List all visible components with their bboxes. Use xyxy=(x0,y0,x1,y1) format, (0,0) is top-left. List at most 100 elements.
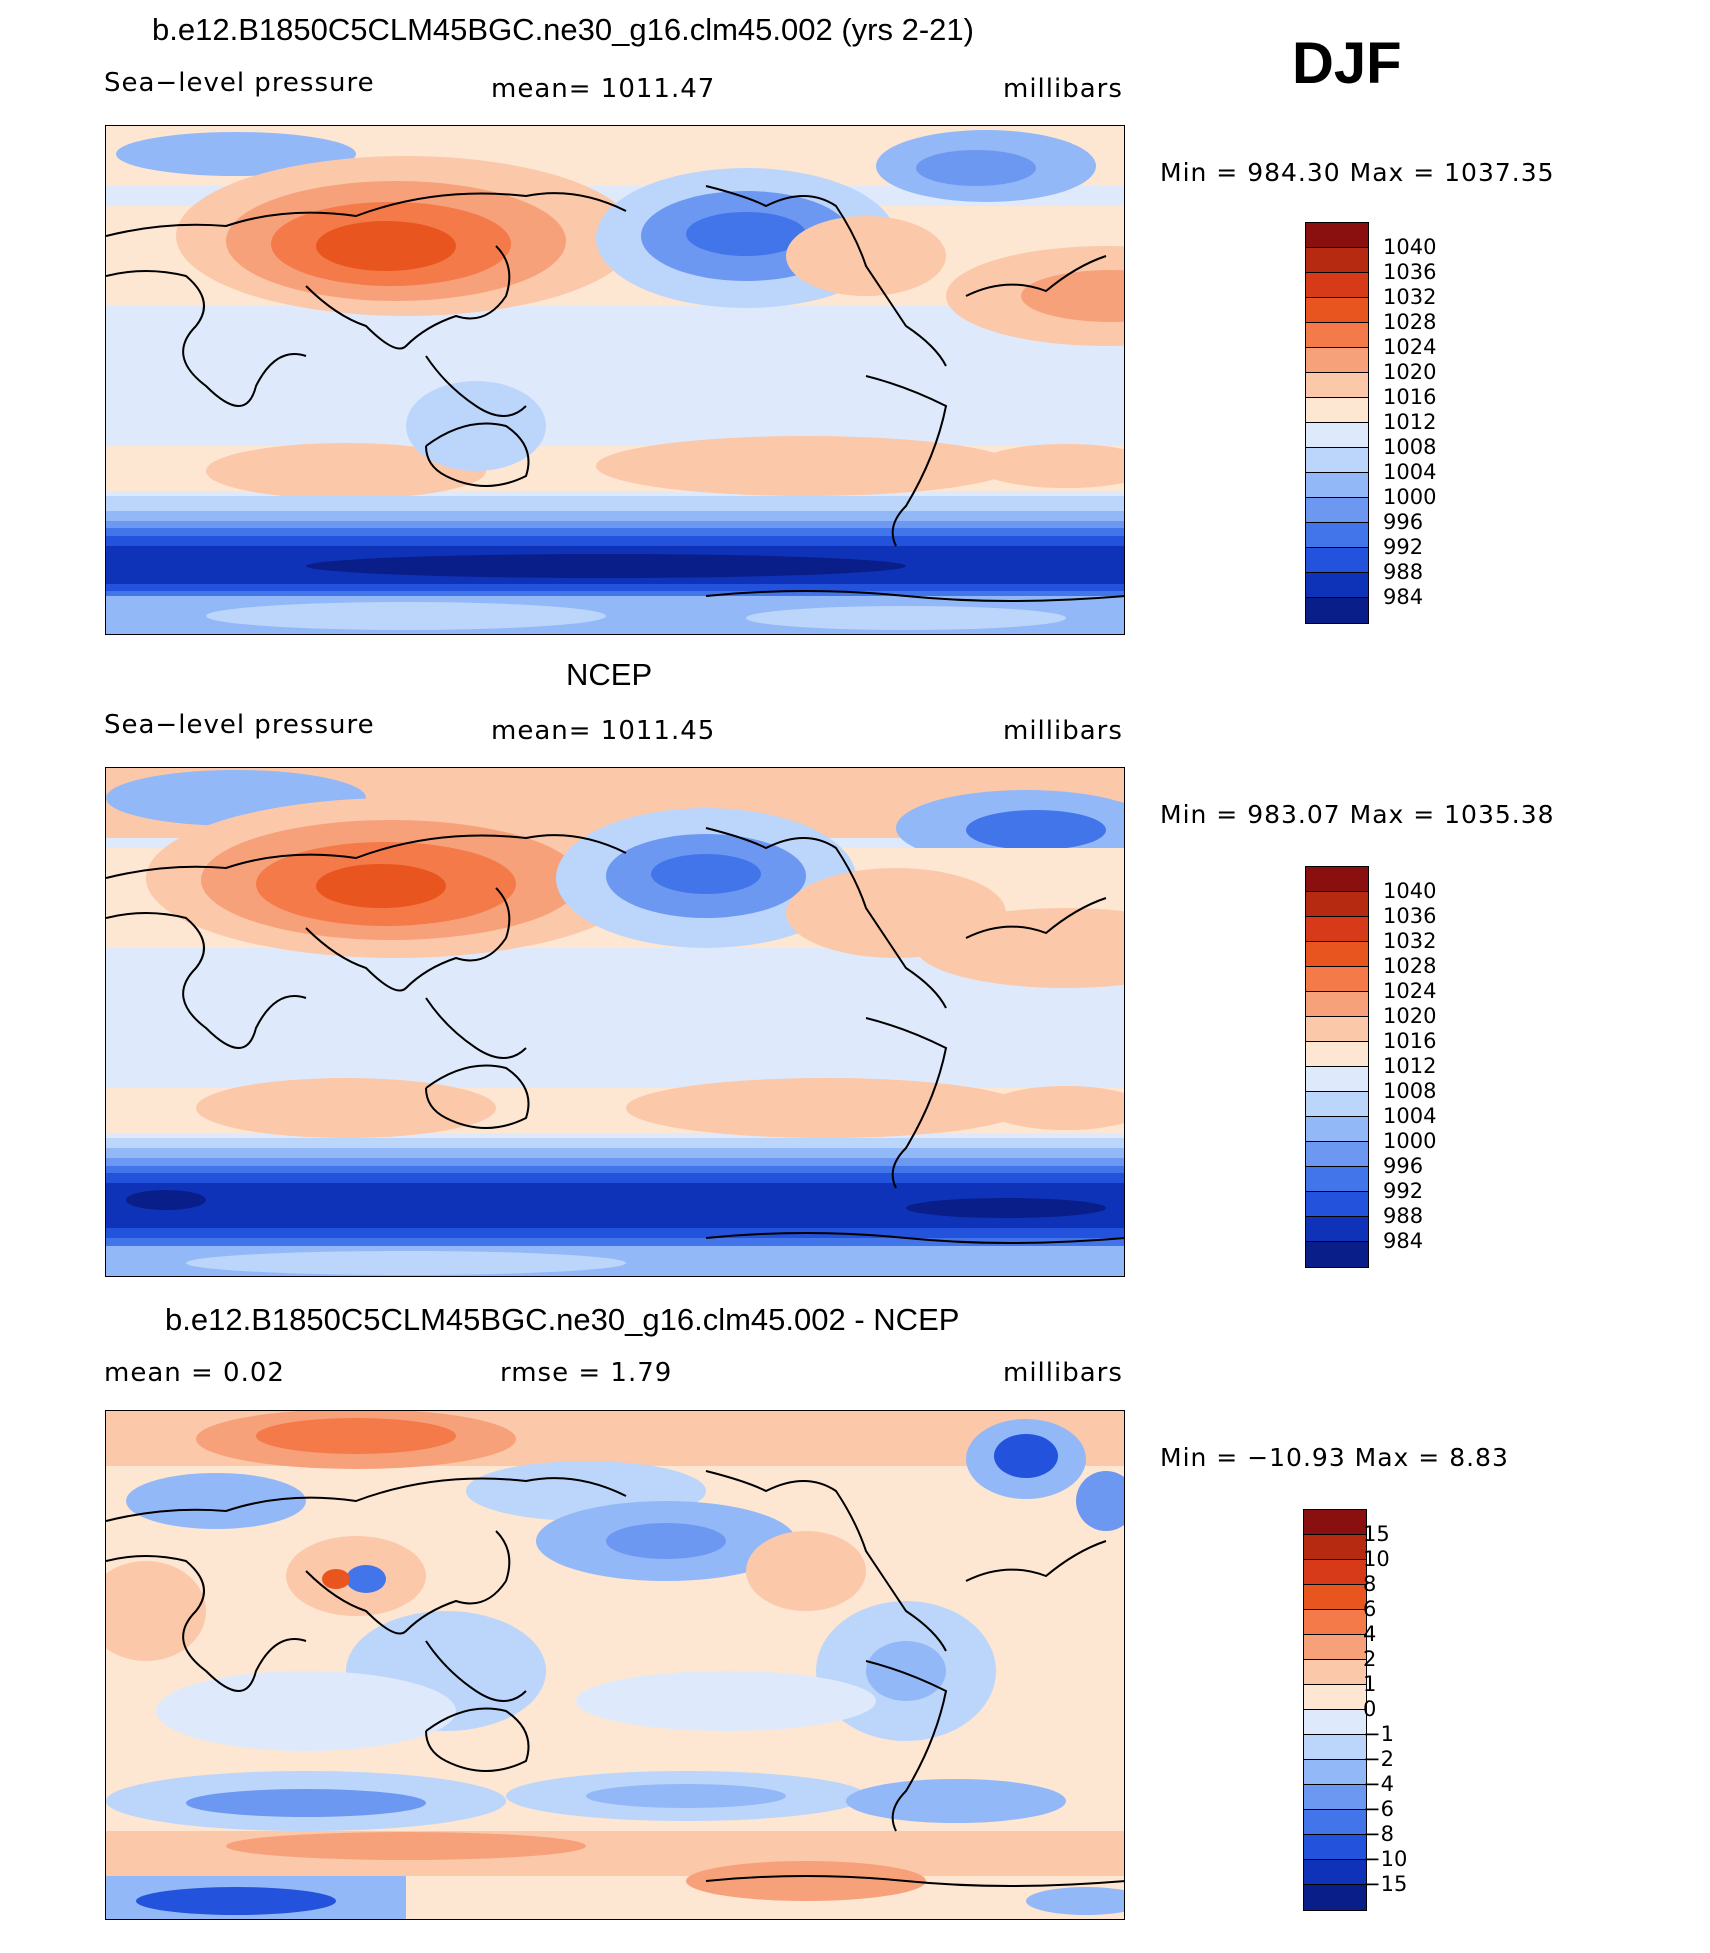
colorbar-box xyxy=(1304,1585,1366,1610)
colorbar-box xyxy=(1304,1710,1366,1735)
colorbar-box xyxy=(1306,1142,1368,1167)
colorbar-box xyxy=(1306,892,1368,917)
panel3-colorbar xyxy=(1303,1509,1367,1911)
colorbar-label: 988 xyxy=(1383,560,1424,584)
colorbar-box xyxy=(1306,548,1368,573)
colorbar-box xyxy=(1304,1835,1366,1860)
panel1-units-label: millibars xyxy=(1003,74,1123,104)
panel3-min-max: Min = −10.93 Max = 8.83 xyxy=(1160,1443,1509,1472)
colorbar-box xyxy=(1306,1067,1368,1092)
colorbar-box xyxy=(1306,273,1368,298)
panel2-colorbar xyxy=(1305,866,1369,1268)
colorbar-label: 1016 xyxy=(1383,1029,1437,1053)
season-label: DJF xyxy=(1292,31,1402,96)
colorbar-label: 1040 xyxy=(1383,879,1437,903)
colorbar-box xyxy=(1306,1117,1368,1142)
panel2-title: NCEP xyxy=(566,657,653,692)
colorbar-label: 1008 xyxy=(1383,435,1437,459)
colorbar-label: 992 xyxy=(1383,535,1424,559)
panel2-units-label: millibars xyxy=(1003,716,1123,746)
colorbar-box xyxy=(1306,1042,1368,1067)
colorbar-box xyxy=(1306,398,1368,423)
panel3-map xyxy=(105,1410,1125,1920)
colorbar-box xyxy=(1306,1217,1368,1242)
panel1-mean-label: mean= 1011.47 xyxy=(491,74,716,104)
panel2-map xyxy=(105,767,1125,1277)
colorbar-box xyxy=(1304,1810,1366,1835)
colorbar-box xyxy=(1306,373,1368,398)
colorbar-box xyxy=(1306,523,1368,548)
colorbar-box xyxy=(1306,1017,1368,1042)
colorbar-box xyxy=(1306,473,1368,498)
colorbar-label: 1028 xyxy=(1383,310,1437,334)
colorbar-box xyxy=(1306,942,1368,967)
colorbar-box xyxy=(1306,967,1368,992)
colorbar-box xyxy=(1306,573,1368,598)
colorbar-label: 1016 xyxy=(1383,385,1437,409)
colorbar-box xyxy=(1304,1510,1366,1535)
colorbar-label: 988 xyxy=(1383,1204,1424,1228)
colorbar-box xyxy=(1306,917,1368,942)
colorbar-box xyxy=(1306,1242,1368,1267)
colorbar-label: −8 xyxy=(1363,1822,1394,1846)
colorbar-box xyxy=(1304,1560,1366,1585)
colorbar-box xyxy=(1304,1610,1366,1635)
colorbar-label: 1032 xyxy=(1383,285,1437,309)
colorbar-label: 2 xyxy=(1363,1647,1377,1671)
colorbar-label: 1000 xyxy=(1383,1129,1437,1153)
panel2-mean-label: mean= 1011.45 xyxy=(491,716,716,746)
colorbar-label: 1024 xyxy=(1383,979,1437,1003)
panel2-variable-label: Sea−level pressure xyxy=(104,710,375,740)
colorbar-label: 1 xyxy=(1363,1672,1377,1696)
colorbar-label: 1000 xyxy=(1383,485,1437,509)
panel3-rmse-label: rmse = 1.79 xyxy=(500,1358,673,1388)
colorbar-box xyxy=(1306,1092,1368,1117)
colorbar-box xyxy=(1306,298,1368,323)
colorbar-label: −15 xyxy=(1363,1872,1408,1896)
colorbar-box xyxy=(1304,1735,1366,1760)
colorbar-box xyxy=(1304,1785,1366,1810)
colorbar-label: 1020 xyxy=(1383,1004,1437,1028)
panel3-units-label: millibars xyxy=(1003,1358,1123,1388)
colorbar-box xyxy=(1306,223,1368,248)
panel1-min-max: Min = 984.30 Max = 1037.35 xyxy=(1160,158,1555,187)
colorbar-label: 1036 xyxy=(1383,260,1437,284)
panel1-map xyxy=(105,125,1125,635)
colorbar-label: 1008 xyxy=(1383,1079,1437,1103)
colorbar-label: −4 xyxy=(1363,1772,1394,1796)
colorbar-label: 1024 xyxy=(1383,335,1437,359)
colorbar-label: 1036 xyxy=(1383,904,1437,928)
colorbar-box xyxy=(1304,1535,1366,1560)
colorbar-box xyxy=(1306,448,1368,473)
colorbar-box xyxy=(1304,1685,1366,1710)
colorbar-box xyxy=(1306,248,1368,273)
colorbar-label: 8 xyxy=(1363,1572,1377,1596)
colorbar-label: −1 xyxy=(1363,1722,1394,1746)
colorbar-box xyxy=(1304,1635,1366,1660)
colorbar-label: 1040 xyxy=(1383,235,1437,259)
colorbar-box xyxy=(1304,1660,1366,1685)
colorbar-label: 1004 xyxy=(1383,460,1437,484)
colorbar-label: −10 xyxy=(1363,1847,1408,1871)
colorbar-label: 992 xyxy=(1383,1179,1424,1203)
colorbar-label: 996 xyxy=(1383,1154,1424,1178)
colorbar-label: 1012 xyxy=(1383,410,1437,434)
colorbar-box xyxy=(1306,598,1368,623)
panel1-variable-label: Sea−level pressure xyxy=(104,68,375,98)
colorbar-label: 0 xyxy=(1363,1697,1377,1721)
panel3-title: b.e12.B1850C5CLM45BGC.ne30_g16.clm45.002… xyxy=(165,1302,960,1337)
colorbar-label: 1020 xyxy=(1383,360,1437,384)
colorbar-label: 1032 xyxy=(1383,929,1437,953)
colorbar-box xyxy=(1304,1760,1366,1785)
colorbar-box xyxy=(1304,1860,1366,1885)
colorbar-label: 4 xyxy=(1363,1622,1377,1646)
colorbar-label: 1012 xyxy=(1383,1054,1437,1078)
colorbar-box xyxy=(1306,323,1368,348)
colorbar-label: 10 xyxy=(1363,1547,1390,1571)
colorbar-box xyxy=(1306,498,1368,523)
colorbar-box xyxy=(1306,867,1368,892)
colorbar-label: 1004 xyxy=(1383,1104,1437,1128)
colorbar-box xyxy=(1306,348,1368,373)
panel1-title: b.e12.B1850C5CLM45BGC.ne30_g16.clm45.002… xyxy=(152,12,974,47)
colorbar-label: 984 xyxy=(1383,1229,1424,1253)
